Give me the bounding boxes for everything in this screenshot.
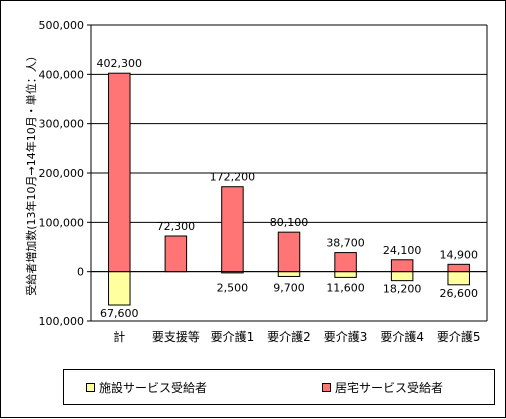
data-label-home: 38,700 [326, 237, 365, 250]
x-tick-label: 要介護5 [437, 329, 481, 344]
legend-swatch-facility [86, 383, 95, 392]
bar-facility-service [390, 271, 414, 282]
y-tick-label: 200,000 [39, 167, 85, 180]
x-tick-label: 要介護2 [267, 329, 311, 344]
bar-home-service [164, 235, 188, 273]
data-label-facility: 2,500 [217, 282, 249, 295]
bar-home-service [447, 263, 470, 273]
legend-item-facility: 施設サービス受給者 [86, 379, 207, 396]
data-label-facility: 26,600 [439, 287, 478, 300]
data-label-home: 14,900 [439, 248, 478, 261]
y-tick-label: 100,000 [39, 315, 85, 328]
y-tick-label: 0 [77, 266, 84, 279]
bar-home-service [108, 72, 131, 273]
y-tick-label: 100,000 [39, 216, 85, 229]
legend-label-home: 居宅サービス受給者 [335, 381, 444, 395]
x-tick-label: 要介護3 [324, 329, 368, 344]
data-label-home: 80,100 [270, 216, 309, 229]
legend-item-home: 居宅サービス受給者 [322, 379, 443, 396]
legend-swatch-home [322, 383, 331, 392]
x-tick-label: 要支援等 [152, 330, 200, 344]
data-label-home: 72,300 [157, 220, 196, 233]
data-label-facility: 9,700 [273, 282, 305, 295]
bar-facility-service [277, 271, 301, 277]
data-label-home: 172,200 [210, 171, 256, 184]
data-label-facility: 18,200 [383, 283, 422, 296]
bar-facility-service [447, 271, 470, 286]
x-tick-label: 要介護4 [380, 329, 424, 344]
bar-facility-service [108, 271, 131, 306]
data-label-facility: 11,600 [326, 282, 365, 295]
y-axis-title: 受給者増加数(13年10月→14年10月・単位：人） [24, 50, 38, 296]
y-tick-label: 400,000 [39, 68, 85, 81]
data-label-home: 24,100 [383, 244, 422, 257]
y-tick-label: 500,000 [39, 19, 85, 32]
bar-home-service [221, 186, 244, 273]
bar-home-service [390, 259, 414, 273]
data-label-facility: 67,600 [100, 307, 139, 320]
legend-label-facility: 施設サービス受給者 [99, 381, 208, 395]
y-tick-label: 300,000 [39, 118, 85, 131]
legend: 施設サービス受給者 居宅サービス受給者 [63, 369, 495, 405]
x-tick-label: 要介護1 [211, 329, 255, 344]
bar-home-service [334, 252, 357, 273]
x-tick-label: 計 [113, 329, 125, 344]
bar-home-service [277, 231, 301, 273]
data-label-home: 402,300 [97, 57, 143, 70]
bar-facility-service [334, 271, 357, 278]
